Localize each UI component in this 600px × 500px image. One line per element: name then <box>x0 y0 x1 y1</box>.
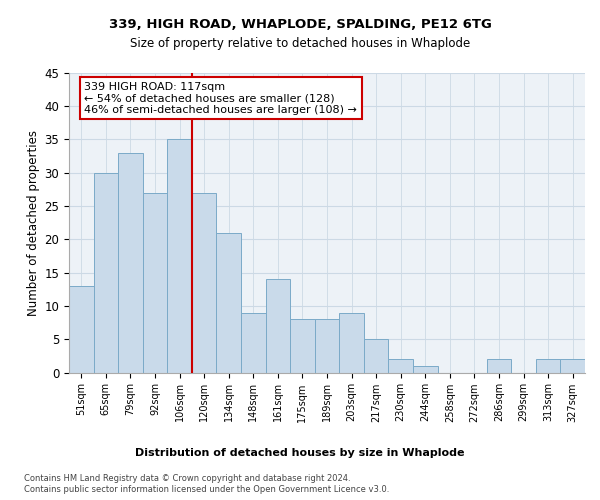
Text: Contains public sector information licensed under the Open Government Licence v3: Contains public sector information licen… <box>24 485 389 494</box>
Bar <box>94 172 118 372</box>
Bar <box>143 192 167 372</box>
Bar <box>69 286 94 372</box>
Bar <box>241 312 266 372</box>
Bar <box>266 279 290 372</box>
Bar <box>217 232 241 372</box>
Text: 339 HIGH ROAD: 117sqm
← 54% of detached houses are smaller (128)
46% of semi-det: 339 HIGH ROAD: 117sqm ← 54% of detached … <box>85 82 358 114</box>
Bar <box>487 359 511 372</box>
Bar <box>118 152 143 372</box>
Y-axis label: Number of detached properties: Number of detached properties <box>27 130 40 316</box>
Bar <box>536 359 560 372</box>
Bar <box>388 359 413 372</box>
Bar <box>339 312 364 372</box>
Text: Distribution of detached houses by size in Whaplode: Distribution of detached houses by size … <box>135 448 465 458</box>
Text: Size of property relative to detached houses in Whaplode: Size of property relative to detached ho… <box>130 38 470 51</box>
Text: 339, HIGH ROAD, WHAPLODE, SPALDING, PE12 6TG: 339, HIGH ROAD, WHAPLODE, SPALDING, PE12… <box>109 18 491 30</box>
Bar <box>290 319 315 372</box>
Bar <box>364 339 388 372</box>
Bar <box>192 192 217 372</box>
Bar <box>167 139 192 372</box>
Text: Contains HM Land Registry data © Crown copyright and database right 2024.: Contains HM Land Registry data © Crown c… <box>24 474 350 483</box>
Bar <box>413 366 437 372</box>
Bar <box>560 359 585 372</box>
Bar <box>315 319 339 372</box>
